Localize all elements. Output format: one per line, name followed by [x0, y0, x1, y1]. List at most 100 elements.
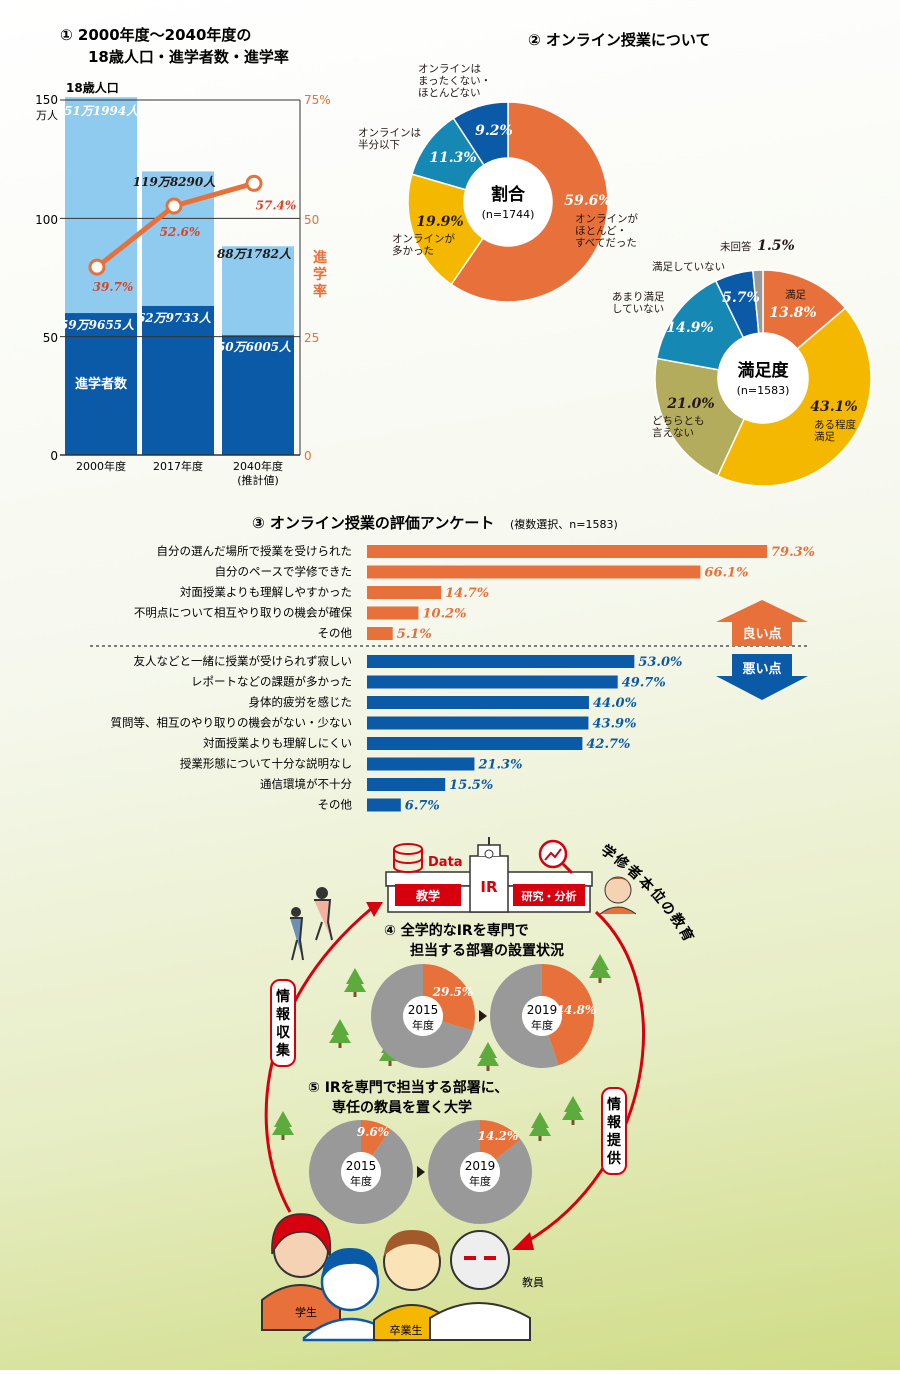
evaluation-value-label: 21.3%	[477, 758, 522, 773]
ir-mini-pies: 2015年度29.5%2019年度44.8%2015年度9.6%2019年度14…	[308, 964, 597, 1224]
section5-title-line2: 専任の教員を置く大学	[332, 1099, 472, 1116]
mini-pie-value: 14.2%	[478, 1129, 519, 1143]
info-provide-char-1: 情	[607, 1096, 621, 1113]
donut-slice-label: 満足していない	[652, 261, 725, 273]
donut-slice-label: まったくない・	[418, 75, 491, 87]
left-tick-50: 50	[43, 331, 58, 345]
arrow-right-icon	[417, 1166, 425, 1178]
donut-slice-label: あまり満足	[612, 291, 665, 303]
donut-slice-label: 言えない	[652, 426, 694, 439]
evaluation-value-label: 10.2%	[422, 607, 466, 622]
data-label: Data	[428, 855, 463, 870]
donut-slice-label: オンラインは	[358, 127, 421, 139]
donut-slice-value: 9.2%	[475, 123, 513, 139]
student-label: 学生	[295, 1305, 317, 1319]
donut-center-sub: (n=1583)	[737, 384, 790, 397]
info-provide-char-2: 報	[607, 1114, 622, 1131]
evaluation-bar	[367, 757, 475, 771]
mini-pie-value: 9.6%	[357, 1125, 389, 1139]
tree-icon	[477, 1042, 499, 1066]
section1-title-line2: 18歳人口・進学者数・進学率	[88, 48, 289, 66]
section2-title: ② オンライン授業について	[528, 31, 710, 49]
magnifier-chart-icon	[538, 839, 574, 875]
walker-head-1	[291, 907, 301, 917]
donut-slice-value: 11.3%	[429, 150, 476, 166]
tree-trunk	[538, 1136, 542, 1141]
rate-point	[165, 197, 183, 215]
faculty-icon	[429, 1230, 531, 1341]
donut-slice-label: ほとんど・	[575, 225, 627, 237]
evaluation-bar	[367, 627, 393, 640]
down-arrow-icon	[716, 654, 808, 700]
student-face-icon	[599, 876, 637, 915]
evaluation-value-label: 6.7%	[405, 799, 440, 814]
category-2040: 2040年度	[233, 459, 283, 473]
mini-pie-highlight	[542, 964, 595, 1066]
evaluation-category-label: その他	[318, 626, 353, 640]
evaluation-value-label: 15.5%	[449, 778, 493, 793]
donut-slice-label: 半分以下	[358, 138, 400, 151]
education-label: 教学	[415, 888, 440, 903]
section1-title-line1: ① 2000年度～2040年度の	[60, 26, 251, 44]
research-label: 研究・分析	[522, 889, 577, 903]
section2: ② オンライン授業について 割合(n=1744)59.6%オンラインがほとんど・…	[358, 31, 872, 487]
evaluation-value-label: 49.7%	[622, 676, 666, 691]
database-icon	[393, 843, 423, 873]
evaluation-category-label: 自分のペースで学修できた	[215, 565, 352, 579]
mini-pie-year: 2015	[408, 1003, 439, 1017]
population-value-label: 151万1994人	[56, 104, 139, 118]
mini-pie-year: 2019	[465, 1159, 496, 1173]
category-note: (推計値)	[237, 473, 279, 487]
section1-gridlines	[60, 99, 301, 456]
evaluation-category-label: 対面授業よりも理解しやすかった	[180, 585, 352, 599]
mini-pie-value: 44.8%	[556, 1003, 597, 1017]
evaluation-value-label: 42.7%	[586, 737, 630, 752]
section1-bars	[65, 97, 294, 455]
satisfaction-donut: 満足度(n=1583)13.8%満足43.1%ある程度満足21.0%どちらとも言…	[612, 238, 872, 487]
category-2017: 2017年度	[153, 459, 203, 473]
evaluation-bar	[367, 696, 589, 709]
population-value-label: 88万1782人	[217, 247, 292, 261]
man-hair	[322, 1248, 379, 1280]
tree-trunk	[388, 1061, 392, 1066]
rate-value-label: 39.7%	[93, 280, 134, 294]
donut-slice-label: すべてだった	[575, 237, 637, 249]
info-provide-box	[601, 1087, 627, 1175]
donut-slice-value: 19.9%	[416, 214, 463, 230]
walking-people-icon	[290, 887, 333, 961]
population-axis-label: 18歳人口	[66, 80, 119, 95]
section1-chart: ① 2000年度～2040年度の 18歳人口・進学者数・進学率 150 万人 1…	[35, 26, 331, 487]
rate-value-label: 52.6%	[160, 225, 201, 239]
tree-icon	[329, 1019, 351, 1043]
enrolled-bar	[142, 305, 214, 455]
arrow-right-icon	[479, 1010, 487, 1022]
left-tick-0: 0	[50, 449, 58, 463]
evaluation-bar	[367, 716, 589, 730]
education-box	[395, 884, 461, 906]
mini-pie-highlight	[361, 1120, 391, 1156]
section3-title-note: (複数選択、n=1583)	[510, 517, 618, 531]
donut-slice-label: ほとんどない	[418, 87, 480, 99]
good-points-label: 良い点	[742, 626, 781, 642]
info-collect-arrowhead-icon	[366, 902, 383, 917]
mini-pie-rest	[308, 1120, 413, 1224]
donut-slice-value: 1.5%	[757, 238, 795, 254]
ir-illustration: 情 報 収 集 情 報 提 供 教学 研究・分析 IR	[261, 837, 697, 1342]
tree-trunk	[281, 1135, 285, 1140]
evaluation-value-label: 53.0%	[638, 655, 682, 670]
evaluation-bar	[367, 545, 767, 558]
section1-value-labels: 151万1994人 119万8290人 88万1782人 59万9655人62万973…	[56, 104, 297, 354]
section4-title-line1: ④ 全学的なIRを専門で	[384, 922, 529, 939]
mini-pie-center	[341, 1152, 381, 1192]
evaluation-bar	[367, 565, 701, 579]
up-arrow-icon	[716, 600, 808, 646]
enrolled-label: 進学者数	[75, 376, 128, 392]
section3: ③ オンライン授業の評価アンケート (複数選択、n=1583) 自分の選んだ場所…	[90, 514, 815, 814]
info-collect-box	[270, 979, 296, 1067]
mini-pie-year: 2019	[527, 1003, 558, 1017]
right-tick-25: 25	[304, 331, 319, 345]
donut-slice-value: 59.6%	[564, 193, 611, 209]
evaluation-category-label: レポートなどの課題が多かった	[191, 675, 352, 689]
evaluation-category-label: 質問等、相互のやり取りの機会がない・少ない	[111, 716, 353, 730]
right-tick-50: 50	[304, 213, 319, 227]
